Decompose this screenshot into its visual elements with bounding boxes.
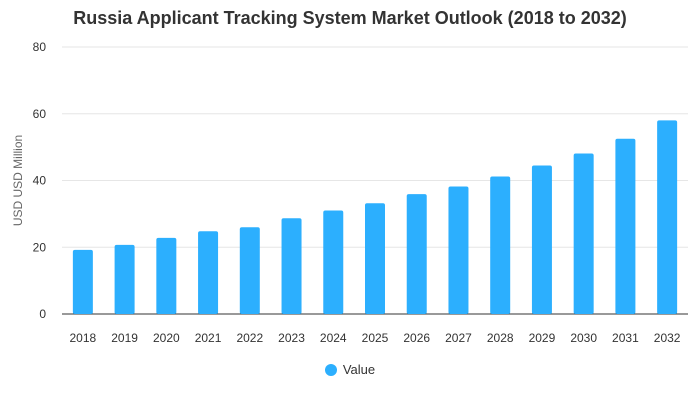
x-tick-label: 2022: [236, 331, 263, 345]
y-tick-label: 40: [33, 174, 47, 188]
bar-2020[interactable]: [156, 237, 177, 314]
x-tick-label: 2018: [70, 331, 97, 345]
bar-2026[interactable]: [406, 194, 427, 314]
x-tick-label: 2029: [529, 331, 556, 345]
y-tick-label: 0: [39, 307, 46, 321]
x-tick-label: 2030: [570, 331, 597, 345]
legend[interactable]: Value: [0, 362, 700, 377]
x-tick-label: 2025: [362, 331, 389, 345]
y-tick-label: 20: [33, 240, 47, 254]
bar-2019[interactable]: [114, 244, 135, 314]
y-tick-label: 60: [33, 107, 47, 121]
x-tick-label: 2026: [403, 331, 430, 345]
x-tick-label: 2027: [445, 331, 472, 345]
x-tick-label: 2032: [654, 331, 681, 345]
x-tick-label: 2028: [487, 331, 514, 345]
bar-2021[interactable]: [198, 231, 219, 314]
legend-marker-icon: [324, 363, 337, 376]
bar-2025[interactable]: [365, 203, 385, 314]
axis-layer: 0 20 40 60 80 2018 2019 2020 2021 2022 2023 2024 202…: [33, 40, 681, 345]
bar-2032[interactable]: [657, 120, 678, 314]
x-tick-label: 2031: [612, 331, 639, 345]
x-tick-label: 2020: [153, 331, 180, 345]
bar-2024[interactable]: [323, 210, 344, 314]
x-tick-label: 2019: [111, 331, 138, 345]
bar-2027[interactable]: [448, 186, 469, 314]
y-axis-title: USD USD Million: [11, 135, 25, 226]
bar-2018[interactable]: [72, 249, 93, 314]
bar-2031[interactable]: [615, 138, 636, 314]
bar-2028[interactable]: [490, 176, 511, 314]
bar-2022[interactable]: [239, 227, 260, 314]
bar-2030[interactable]: [573, 153, 594, 314]
legend-label: Value: [342, 362, 376, 377]
y-tick-label: 80: [33, 40, 47, 54]
chart-title: Russia Applicant Tracking System Market …: [73, 8, 627, 28]
x-tick-label: 2024: [320, 331, 347, 345]
bar-2029[interactable]: [531, 165, 552, 314]
bar-2023[interactable]: [281, 218, 302, 314]
bar-layer: [72, 120, 678, 314]
x-tick-label: 2021: [195, 331, 222, 345]
x-tick-label: 2023: [278, 331, 305, 345]
